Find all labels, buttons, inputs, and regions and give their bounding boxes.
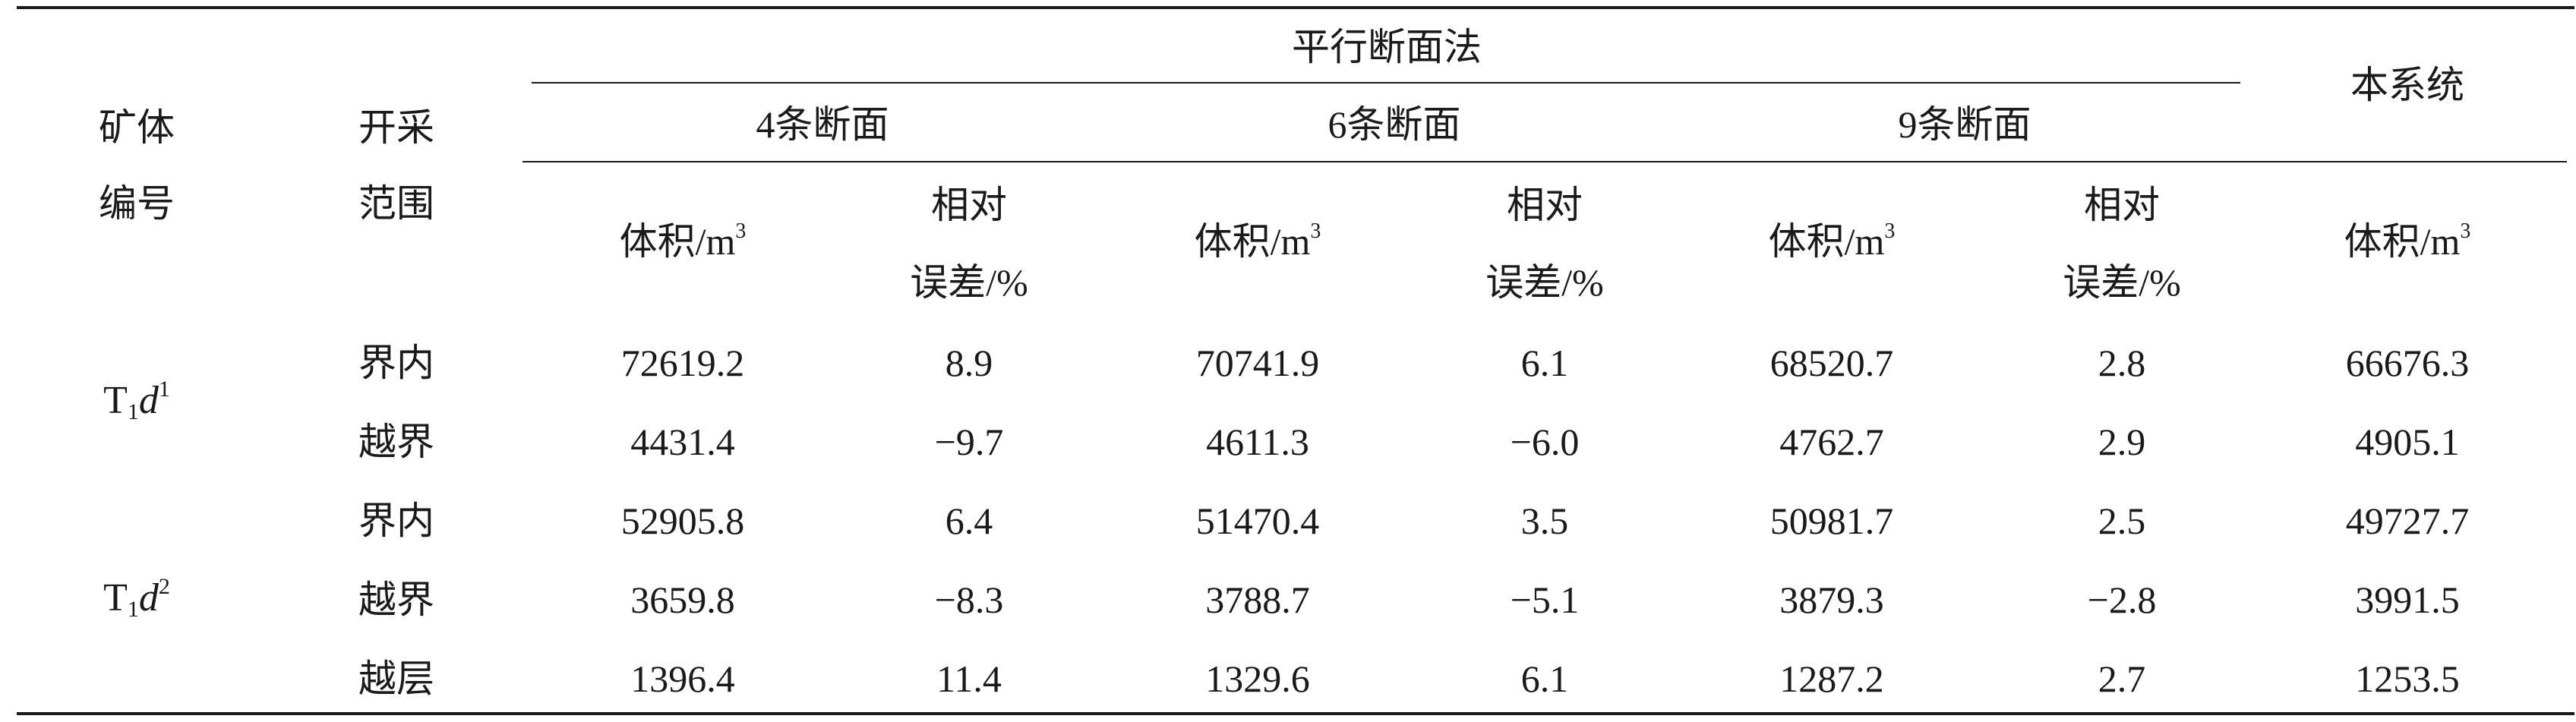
row-4-range: 越界 [358,579,434,621]
row-1-volume-9: 68520.7 [1769,342,1894,384]
row-1-range: 界内 [358,342,434,384]
top-rule [17,6,2574,9]
subheader-rule [522,161,2567,162]
relative-error-header-4-line1: 相对 [931,184,1007,226]
group-4-sections-header: 4条断面 [756,103,889,146]
row-2-volume-system: 4905.1 [2355,421,2460,463]
row-2-volume-6: 4611.3 [1206,421,1309,463]
relative-error-header-9-line2: 误差/% [2063,261,2181,304]
parallel-method-underline [532,82,2240,84]
relative-error-header-9-line1: 相对 [2084,184,2160,226]
row-2-error-6: −6.0 [1510,421,1580,463]
ore-body-id-2: T1d2 [103,574,170,622]
mining-range-header-line1: 开采 [358,106,434,149]
row-4-error-9: −2.8 [2087,579,2157,621]
row-5-error-6: 6.1 [1520,657,1569,700]
row-5-volume-system: 1253.5 [2355,657,2460,700]
parallel-section-method-header: 平行断面法 [1292,26,1482,68]
row-3-volume-4: 52905.8 [620,500,745,542]
row-4-error-4: −8.3 [934,579,1004,621]
row-3-error-6: 3.5 [1520,500,1569,542]
ore-body-header-line2: 编号 [99,182,175,225]
ore-body-header-line1: 矿体 [99,106,175,149]
row-3-error-9: 2.5 [2098,500,2146,542]
volume-header-9: 体积/m3 [1768,219,1896,263]
row-2-range: 越界 [358,421,434,463]
row-1-volume-system: 66676.3 [2345,342,2470,384]
row-4-volume-9: 3879.3 [1779,579,1884,621]
row-1-error-4: 8.9 [945,342,993,384]
row-5-error-4: 11.4 [936,657,1002,700]
bottom-rule [17,712,2574,715]
this-system-header: 本系统 [2350,64,2464,106]
relative-error-header-6-line1: 相对 [1507,184,1583,226]
row-5-volume-6: 1329.6 [1205,657,1310,700]
relative-error-header-4-line2: 误差/% [910,261,1028,304]
ore-body-id-1: T1d1 [103,377,170,424]
row-3-range: 界内 [358,500,434,542]
row-2-error-9: 2.9 [2098,421,2146,463]
row-4-volume-6: 3788.7 [1205,579,1310,621]
row-3-error-4: 6.4 [945,500,993,542]
row-5-error-9: 2.7 [2098,657,2146,700]
row-4-volume-4: 3659.8 [630,579,735,621]
volume-header-6: 体积/m3 [1194,219,1321,263]
row-5-volume-9: 1287.2 [1779,657,1884,700]
relative-error-header-6-line2: 误差/% [1485,261,1604,304]
volume-header-4: 体积/m3 [619,219,747,263]
row-2-volume-4: 4431.4 [630,421,735,463]
row-2-error-4: −9.7 [934,421,1004,463]
group-9-sections-header: 9条断面 [1898,103,2031,146]
volume-header-system: 体积/m3 [2344,219,2471,263]
group-6-sections-header: 6条断面 [1327,103,1461,146]
row-1-volume-6: 70741.9 [1195,342,1320,384]
row-5-range: 越层 [358,657,434,700]
row-1-error-9: 2.8 [2098,342,2146,384]
row-3-volume-9: 50981.7 [1769,500,1894,542]
row-4-volume-system: 3991.5 [2355,579,2460,621]
row-4-error-6: −5.1 [1510,579,1580,621]
mining-range-header-line2: 范围 [358,182,434,225]
row-1-volume-4: 72619.2 [620,342,745,384]
row-5-volume-4: 1396.4 [630,657,735,700]
row-2-volume-9: 4762.7 [1779,421,1884,463]
row-3-volume-system: 49727.7 [2345,500,2470,542]
row-1-error-6: 6.1 [1520,342,1569,384]
row-3-volume-6: 51470.4 [1195,500,1320,542]
